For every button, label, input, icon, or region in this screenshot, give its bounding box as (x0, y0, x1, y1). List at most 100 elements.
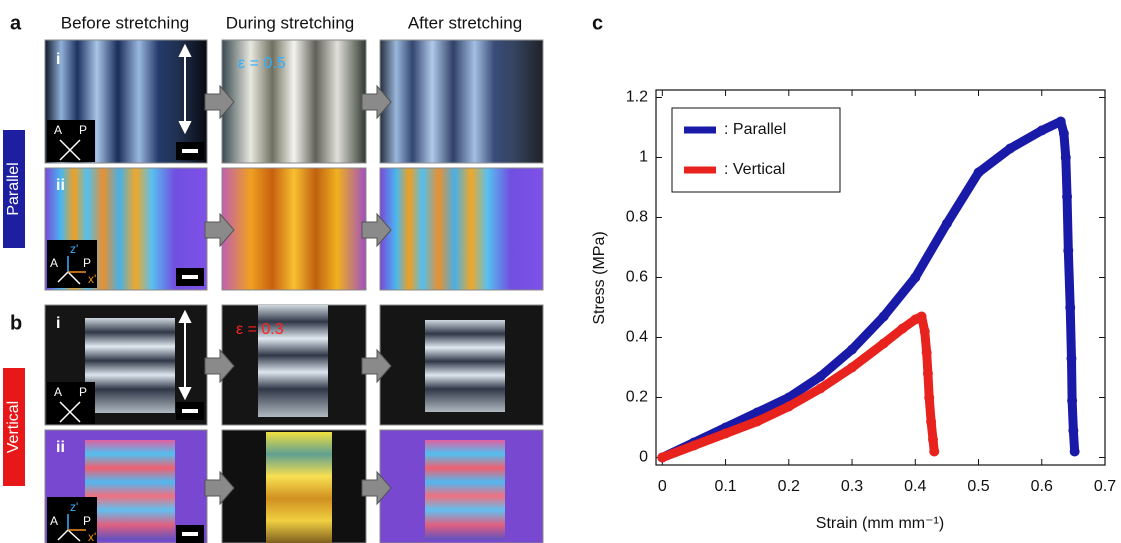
data-point (847, 362, 858, 373)
data-point (921, 347, 932, 358)
process-arrows (204, 84, 392, 506)
axis-letter: z' (70, 242, 78, 256)
side-label: Vertical (5, 401, 22, 453)
sample (258, 305, 328, 417)
data-point (1067, 395, 1078, 406)
column-header: During stretching (226, 13, 355, 32)
x-tick-label: 0 (658, 478, 667, 495)
data-point (922, 368, 933, 379)
axis-letter: P (79, 385, 87, 399)
axis-letter: A (54, 385, 62, 399)
row-label: i (56, 315, 60, 332)
parallel-tag (3, 130, 25, 248)
data-point (878, 311, 889, 322)
data-point (657, 452, 668, 463)
data-point (815, 383, 826, 394)
x-tick-label: 0.6 (1031, 478, 1053, 495)
legend-label: : Vertical (724, 161, 785, 178)
column-header: After stretching (408, 13, 522, 32)
axis-letter: z' (70, 500, 78, 514)
data-point (752, 407, 763, 418)
x-tick-label: 0.2 (778, 478, 800, 495)
strain-label: ε = 0.5 (238, 55, 286, 72)
data-point (929, 446, 940, 457)
data-point (1069, 446, 1080, 457)
data-point (752, 416, 763, 427)
photo (221, 167, 367, 291)
sample (85, 318, 175, 413)
axis-letter: A (50, 256, 58, 270)
y-axis-title: Stress (MPa) (591, 231, 608, 324)
data-point (847, 344, 858, 355)
data-point (910, 272, 921, 283)
y-tick-label: 0 (639, 449, 648, 466)
data-point (897, 323, 908, 334)
legend (671, 107, 841, 193)
axis-icons (57, 139, 86, 542)
data-point (973, 167, 984, 178)
data-point (878, 338, 889, 349)
data-point (815, 371, 826, 382)
data-point (688, 440, 699, 451)
row-label: ii (56, 439, 65, 456)
axis-letter: P (83, 256, 91, 270)
data-point (1063, 245, 1074, 256)
row-label: ii (56, 177, 65, 194)
x-tick-label: 0.7 (1094, 478, 1116, 495)
data-point (924, 392, 935, 403)
axis-letter: A (54, 123, 62, 137)
data-point (1060, 152, 1071, 163)
data-point (919, 326, 930, 337)
axis-letter: A (50, 514, 58, 528)
axis-letter: x' (88, 530, 96, 543)
photo (379, 167, 544, 291)
sample (425, 320, 505, 412)
y-tick-label: 0.8 (626, 209, 648, 226)
side-label: Parallel (5, 162, 22, 215)
y-tick-label: 0.6 (626, 269, 648, 286)
panel-label: b (10, 312, 22, 334)
axis-icon-bg (47, 120, 97, 543)
photo (221, 39, 367, 164)
axis-letter: P (83, 514, 91, 528)
legend-label: : Parallel (724, 121, 786, 138)
panel-label: c (592, 12, 603, 34)
data-point (1062, 191, 1073, 202)
data-point (1036, 125, 1047, 136)
data-point (941, 218, 952, 229)
x-tick-label: 0.4 (904, 478, 926, 495)
scale-bars (176, 142, 204, 543)
data-point (1058, 128, 1069, 139)
strain-label: ε = 0.3 (236, 321, 284, 338)
data-point (1055, 116, 1066, 127)
axis-letter: x' (88, 272, 96, 286)
row-label: i (56, 51, 60, 68)
data-point (927, 434, 938, 445)
sample (85, 440, 175, 540)
data-point (1065, 302, 1076, 313)
x-tick-label: 0.1 (714, 478, 736, 495)
x-axis-title: Strain (mm mm⁻¹) (816, 515, 944, 532)
photos (3, 39, 544, 543)
data-point (783, 401, 794, 412)
axis-letter: P (79, 123, 87, 137)
data-point (720, 428, 731, 439)
data-point (1068, 425, 1079, 436)
data-point (926, 416, 937, 427)
x-tick-label: 0.3 (841, 478, 863, 495)
y-tick-label: 0.2 (626, 389, 648, 406)
data-point (1005, 143, 1016, 154)
data-point (1066, 353, 1077, 364)
panel-label: a (10, 12, 22, 34)
y-tick-label: 1.2 (626, 89, 648, 106)
stretch-arrows (178, 43, 192, 401)
sample (266, 432, 332, 543)
vertical-tag (3, 368, 25, 486)
sample (425, 440, 505, 540)
photo (379, 39, 544, 164)
data-point (916, 311, 927, 322)
column-header: Before stretching (61, 13, 190, 32)
y-tick-label: 0.4 (626, 329, 648, 346)
